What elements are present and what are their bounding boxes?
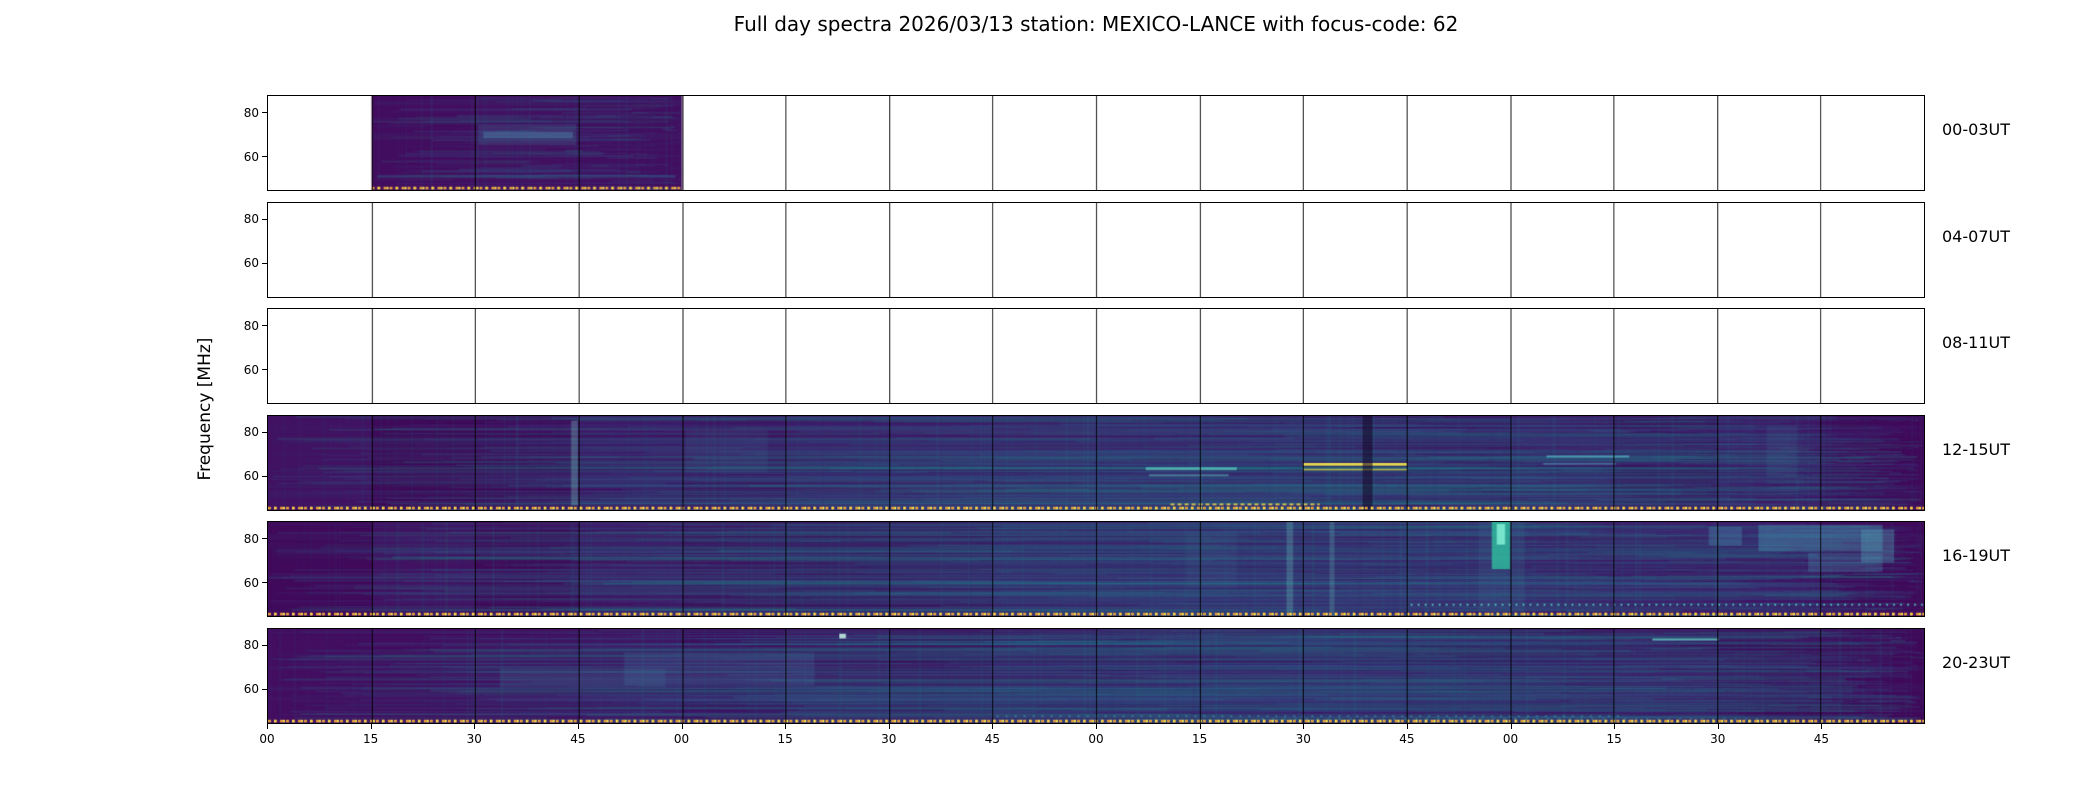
x-tick-label: 45 [1813, 732, 1830, 746]
x-tick-mark [370, 724, 372, 729]
spectrogram-row-20-23: 80 60 20-23UT [244, 627, 2010, 724]
y-tick-mark [262, 431, 267, 433]
x-tick-label: 45 [570, 732, 586, 746]
y-tick-label: 60 [243, 469, 259, 484]
y-tick-label: 80 [243, 425, 259, 440]
x-tick-label: 30 [1710, 732, 1726, 746]
x-tick-mark [1717, 724, 1719, 729]
y-tick-label: 60 [243, 256, 259, 271]
figure-title: Full day spectra 2026/03/13 station: MEX… [733, 12, 1459, 36]
row-time-label: 08-11UT [1942, 333, 2010, 352]
y-tick-label: 80 [243, 638, 259, 653]
row-time-label: 16-19UT [1942, 546, 2010, 565]
x-tick-label: 45 [1399, 732, 1415, 746]
x-tick-mark [1406, 724, 1408, 729]
x-tick-label: 15 [777, 732, 793, 746]
y-tick-mark [262, 262, 267, 264]
x-tick-label: 45 [984, 732, 1001, 746]
y-tick-label: 60 [243, 575, 259, 590]
x-tick-mark [1821, 724, 1823, 729]
y-tick-mark [262, 644, 267, 646]
y-axis-label: Frequency [MHz] [195, 337, 215, 481]
x-tick-mark [681, 724, 683, 729]
x-tick-label: 00 [673, 732, 690, 746]
row-time-label: 00-03UT [1942, 120, 2010, 139]
row-time-label: 12-15UT [1942, 439, 2010, 459]
spectrogram-panel [268, 96, 1924, 190]
x-tick-label: 00 [1502, 732, 1519, 746]
x-tick-mark [474, 724, 476, 729]
x-tick-mark [1199, 724, 1201, 729]
y-tick-label: 60 [243, 362, 259, 377]
y-tick-mark [262, 538, 267, 540]
x-tick-label: 15 [1606, 732, 1622, 746]
y-tick-mark [262, 475, 267, 477]
x-tick-label: 30 [466, 732, 482, 746]
y-tick-mark [262, 112, 267, 114]
y-tick-label: 80 [243, 105, 259, 120]
spectrogram-row-08-11: 80 60 08-11UT [244, 308, 2010, 404]
x-tick-label: 15 [1191, 732, 1208, 746]
spectrogram-row-16-19: 80 60 16-19UT [244, 521, 2010, 617]
spectrogram-row-04-07: 80 60 04-07UT [244, 201, 2010, 298]
x-tick-label: 15 [362, 732, 379, 746]
x-tick-mark [577, 724, 579, 729]
x-tick-mark [267, 724, 268, 729]
x-tick-mark [1096, 724, 1097, 729]
y-tick-mark [262, 582, 267, 584]
row-time-label: 04-07UT [1942, 226, 2010, 246]
spectrogram-row-00-03: 80 60 00-03UT [244, 95, 2010, 191]
x-tick-label: 00 [259, 732, 275, 746]
y-tick-label: 80 [243, 531, 259, 546]
y-tick-label: 80 [243, 318, 259, 333]
x-tick-mark [785, 724, 787, 729]
row-time-label: 20-23UT [1942, 652, 2010, 672]
x-tick-mark [1614, 724, 1616, 729]
x-tick-label: 30 [1295, 732, 1311, 746]
plot-area: 80 60 00-03UT 80 60 04-07UT 80 60 08-11U… [244, 95, 2010, 724]
x-tick-label: 00 [1088, 732, 1104, 746]
x-tick-mark [992, 724, 994, 729]
x-tick-mark [1510, 724, 1512, 729]
y-tick-mark [262, 325, 267, 327]
spectrogram-panel [268, 522, 1924, 616]
x-tick-mark [1303, 724, 1305, 729]
x-tick-mark [888, 724, 890, 729]
spectrogram-panel [268, 628, 1924, 723]
spectrogram-panel [268, 309, 1924, 403]
y-tick-label: 80 [243, 212, 259, 227]
y-tick-mark [262, 369, 267, 371]
y-tick-label: 60 [243, 682, 259, 697]
y-tick-mark [262, 218, 267, 220]
spectrogram-row-12-15: 80 60 12-15UT [244, 414, 2010, 511]
y-tick-mark [262, 156, 267, 158]
y-tick-mark [262, 688, 267, 690]
spectrogram-panel [268, 415, 1924, 510]
spectrogram-panel [268, 202, 1924, 297]
x-axis: 00 15 30 45 00 15 30 45 00 15 30 45 00 1… [259, 724, 1925, 760]
y-tick-label: 60 [243, 149, 259, 164]
x-tick-label: 30 [881, 732, 897, 746]
